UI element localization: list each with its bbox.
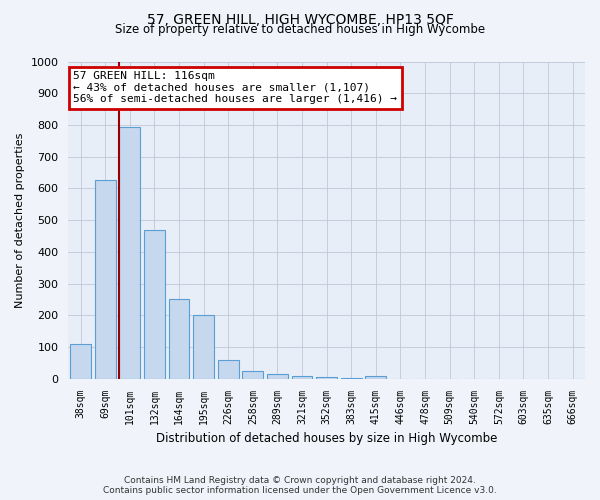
Bar [95, 180, 116, 378]
Bar [316, 377, 337, 378]
Bar [267, 374, 288, 378]
Text: Size of property relative to detached houses in High Wycombe: Size of property relative to detached ho… [115, 22, 485, 36]
Bar [169, 300, 190, 378]
Y-axis label: Number of detached properties: Number of detached properties [15, 132, 25, 308]
Text: Contains HM Land Registry data © Crown copyright and database right 2024.
Contai: Contains HM Land Registry data © Crown c… [103, 476, 497, 495]
Bar [119, 126, 140, 378]
Bar [70, 344, 91, 378]
X-axis label: Distribution of detached houses by size in High Wycombe: Distribution of detached houses by size … [156, 432, 497, 445]
Bar [144, 230, 165, 378]
Bar [193, 316, 214, 378]
Bar [218, 360, 239, 378]
Text: 57 GREEN HILL: 116sqm
← 43% of detached houses are smaller (1,107)
56% of semi-d: 57 GREEN HILL: 116sqm ← 43% of detached … [73, 71, 397, 104]
Bar [292, 376, 313, 378]
Text: 57, GREEN HILL, HIGH WYCOMBE, HP13 5QF: 57, GREEN HILL, HIGH WYCOMBE, HP13 5QF [146, 12, 454, 26]
Bar [365, 376, 386, 378]
Bar [242, 371, 263, 378]
